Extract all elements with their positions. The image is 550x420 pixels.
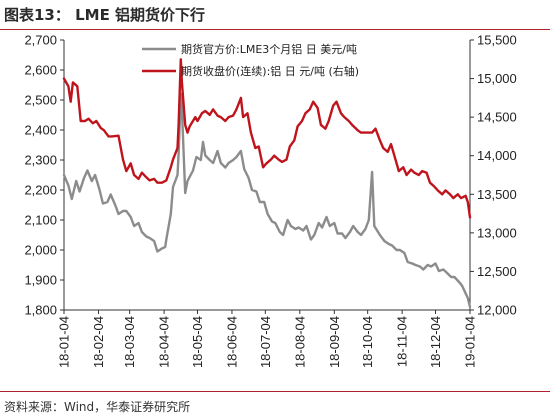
y-left-tick-label: 2,100 <box>24 213 57 228</box>
y-left-tick-label: 2,000 <box>24 243 57 258</box>
y-right-tick-label: 12,500 <box>477 264 517 279</box>
y-left-tick-label: 2,400 <box>24 123 57 138</box>
x-tick-label: 18-11-04 <box>395 316 410 367</box>
y-right-tick-label: 14,000 <box>477 148 517 163</box>
x-tick-label: 18-06-04 <box>224 316 239 368</box>
x-tick-label: 18-03-04 <box>122 316 137 368</box>
x-tick-label: 18-05-04 <box>190 316 205 368</box>
y-left-tick-label: 2,300 <box>24 153 57 168</box>
x-tick-label: 18-12-04 <box>428 316 443 368</box>
source-rule <box>0 391 550 392</box>
legend-label: 期货收盘价(连续):铝 日 元/吨 (右轴) <box>181 64 359 78</box>
legend-label: 期货官方价:LME3个月铝 日 美元/吨 <box>181 42 357 56</box>
y-left-tick-label: 2,600 <box>24 63 57 78</box>
chart-axes: 1,800 1,900 2,000 2,100 2,200 2,300 2,400 2,500… <box>24 33 516 369</box>
chart-series <box>62 58 472 309</box>
x-tick-label: 18-04-04 <box>157 316 172 368</box>
x-tick-label: 18-07-04 <box>258 316 273 368</box>
x-tick-label: 18-08-04 <box>292 316 307 368</box>
y-left-tick-label: 2,700 <box>24 33 57 48</box>
series-line-shfe-aluminum <box>62 58 472 219</box>
y-left-tick-label: 1,800 <box>24 303 57 318</box>
title-rule <box>0 29 550 30</box>
x-tick-label: 18-01-04 <box>57 316 72 368</box>
y-right-tick-label: 13,000 <box>477 225 517 240</box>
y-right-tick-label: 13,500 <box>477 187 517 202</box>
y-right-tick-label: 15,000 <box>477 71 517 86</box>
x-tick-label: 18-10-04 <box>360 316 375 368</box>
y-right-tick-label: 15,500 <box>477 33 517 48</box>
series-line-lme-aluminum <box>62 92 472 309</box>
y-left-tick-label: 2,200 <box>24 183 57 198</box>
y-left-tick-label: 1,900 <box>24 273 57 288</box>
y-left-tick-label: 2,500 <box>24 93 57 108</box>
source-note: 资料来源：Wind，华泰证券研究所 <box>4 400 191 414</box>
x-tick-label: 19-01-04 <box>463 316 478 368</box>
x-tick-label: 18-09-04 <box>327 316 342 368</box>
y-right-tick-label: 12,000 <box>477 303 517 318</box>
x-tick-label: 18-02-04 <box>91 316 106 368</box>
figure-title: 图表13： LME 铝期货价下行 <box>4 6 206 24</box>
y-right-tick-label: 14,500 <box>477 110 517 125</box>
